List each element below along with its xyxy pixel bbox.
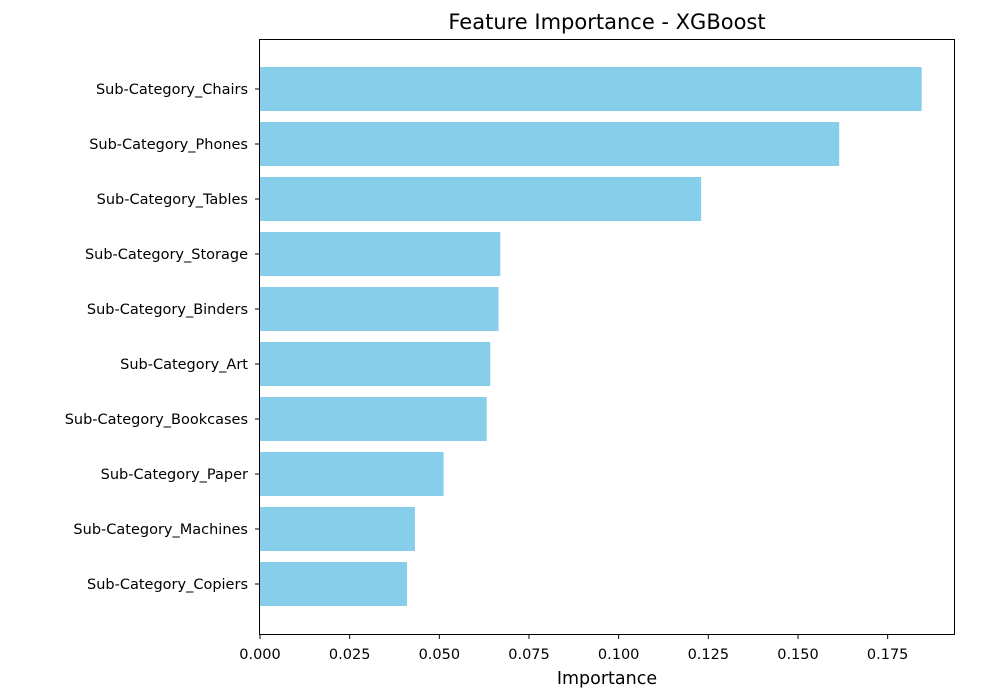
y-tick-label: Sub-Category_Binders [87,302,248,318]
x-tick-label: 0.075 [508,647,550,663]
x-tick-label: 0.100 [598,647,640,663]
x-tick-label: 0.025 [329,647,371,663]
y-tick-label: Sub-Category_Tables [97,192,248,208]
y-tick-label: Sub-Category_Art [120,357,248,373]
bar-sub-category-machines [260,507,415,551]
y-tick-label: Sub-Category_Chairs [96,82,248,98]
x-tick-label: 0.175 [867,647,909,663]
bar-sub-category-chairs [260,67,922,111]
plot-area-frame [259,39,955,635]
y-tick-label: Sub-Category_Copiers [87,577,248,593]
bar-sub-category-phones [260,122,840,166]
x-tick-label: 0.050 [419,647,461,663]
y-tick-label: Sub-Category_Phones [89,137,248,153]
x-tick-label: 0.150 [777,647,819,663]
bar-sub-category-storage [260,232,501,276]
y-axis: Sub-Category_Chairs Sub-Category_Phones Su… [65,82,260,593]
bars-group [260,67,922,606]
bar-sub-category-copiers [260,562,408,606]
bar-sub-category-bookcases [260,397,487,441]
y-tick-label: Sub-Category_Storage [85,247,248,263]
x-tick-label: 0.125 [688,647,730,663]
y-tick-label: Sub-Category_Paper [101,467,248,483]
y-tick-label: Sub-Category_Bookcases [65,412,248,428]
chart-title: Feature Importance - XGBoost [448,10,765,34]
y-tick-label: Sub-Category_Machines [73,522,248,538]
bar-sub-category-tables [260,177,702,221]
x-axis: 0.000 0.025 0.050 0.075 0.100 0.125 0.150 0.175 [239,634,908,663]
bar-sub-category-paper [260,452,444,496]
bar-sub-category-binders [260,287,499,331]
x-axis-title: Importance [557,669,657,688]
x-tick-label: 0.000 [239,647,281,663]
bar-sub-category-art [260,342,491,386]
